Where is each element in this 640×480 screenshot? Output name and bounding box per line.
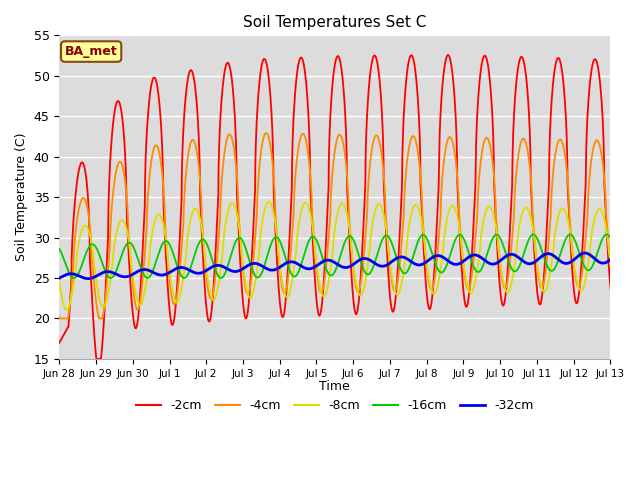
Text: BA_met: BA_met [65,45,118,58]
-32cm [564,261,572,266]
-2cm [241,314,249,320]
-32cm [389,258,397,264]
-2cm [636,114,640,120]
-4cm [389,285,397,291]
-32cm [531,259,538,265]
Line: -16cm: -16cm [60,234,640,278]
-8cm [56,279,63,285]
-8cm [241,277,249,283]
-4cm [262,130,270,136]
-16cm [389,243,397,249]
-8cm [636,210,640,216]
-16cm [241,244,249,250]
-16cm [114,264,122,269]
Line: -8cm: -8cm [60,202,640,310]
-4cm [56,316,63,322]
-2cm [389,309,397,314]
-2cm [444,52,452,58]
-4cm [56,314,63,320]
-2cm [564,191,572,196]
-2cm [93,356,100,362]
-8cm [63,307,70,313]
-16cm [56,246,63,252]
-16cm [564,233,572,239]
-32cm [56,275,63,281]
Title: Soil Temperatures Set C: Soil Temperatures Set C [243,15,426,30]
-4cm [564,181,572,187]
X-axis label: Time: Time [319,380,350,393]
-16cm [635,237,640,242]
-32cm [618,250,625,255]
-8cm [531,242,539,248]
-8cm [564,217,572,223]
-32cm [241,264,249,270]
-2cm [531,259,539,264]
-4cm [636,159,640,165]
-8cm [389,281,397,287]
-2cm [56,340,63,346]
-32cm [636,260,640,266]
Line: -32cm: -32cm [60,252,640,279]
Y-axis label: Soil Temperature (C): Soil Temperature (C) [15,133,28,262]
-4cm [531,239,539,245]
Line: -2cm: -2cm [60,55,640,359]
Line: -4cm: -4cm [60,133,640,319]
-8cm [115,223,122,228]
-8cm [265,199,273,204]
-32cm [84,276,92,282]
-2cm [115,98,122,104]
-16cm [531,232,538,238]
-4cm [115,161,122,167]
-16cm [217,275,225,281]
-32cm [115,272,122,278]
-4cm [241,283,249,289]
Legend: -2cm, -4cm, -8cm, -16cm, -32cm: -2cm, -4cm, -8cm, -16cm, -32cm [131,395,539,418]
